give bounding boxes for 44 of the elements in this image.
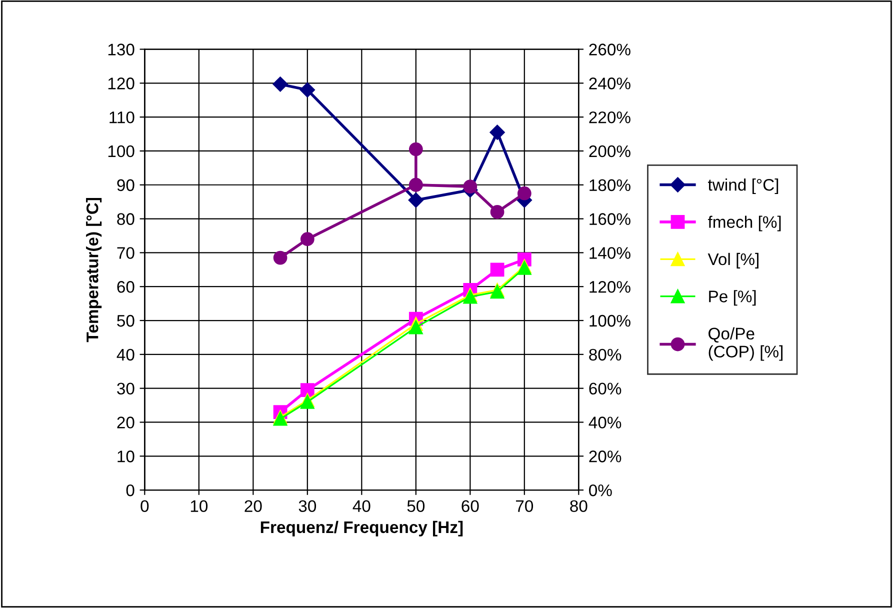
y-tick-label: 60 xyxy=(117,281,134,293)
y-tick-label: 90 xyxy=(117,179,134,192)
y2-tick-label: 40% xyxy=(588,416,622,428)
y-tick-label: 10 xyxy=(118,450,134,462)
legend-label: fmech [%] xyxy=(708,216,781,232)
y-tick-label: 100 xyxy=(108,145,134,158)
y2-tick-label: 80% xyxy=(589,348,622,361)
y2-tick-label: 180% xyxy=(590,179,630,192)
y2-tick-label: 160% xyxy=(590,213,630,225)
x-tick-label: 20 xyxy=(244,500,262,512)
y-tick-label: 20 xyxy=(117,416,134,428)
x-tick-label: 40 xyxy=(352,500,370,512)
legend-label: Vol [%] xyxy=(708,252,758,268)
x-tick-label: 70 xyxy=(516,500,534,512)
y-tick-label: 50 xyxy=(117,314,134,327)
x-tick-label: 80 xyxy=(570,500,588,512)
y2-tick-label: 0% xyxy=(589,484,612,496)
y2-tick-label: 120% xyxy=(590,281,630,293)
legend-label: Qo/Pe (COP) [%] xyxy=(708,327,782,361)
x-tick-label: 50 xyxy=(407,500,425,512)
y2-tick-label: 220% xyxy=(589,111,630,124)
y2-tick-label: 60% xyxy=(589,382,622,395)
legend-label: Pe [%] xyxy=(709,290,756,306)
y2-tick-label: 100% xyxy=(590,314,630,327)
y-tick-label: 80 xyxy=(117,213,134,225)
y2-tick-label: 240% xyxy=(589,78,630,90)
y-tick-label: 70 xyxy=(117,247,134,259)
y-axis-title: Temperatur(e) [°C] xyxy=(86,198,102,342)
y-tick-label: 130 xyxy=(108,44,134,56)
x-tick-label: 60 xyxy=(462,500,479,512)
y2-tick-label: 260% xyxy=(589,44,630,56)
y2-tick-label: 200% xyxy=(589,145,630,158)
y2-tick-label: 140% xyxy=(590,247,630,259)
y-tick-label: 40 xyxy=(116,348,134,361)
y-tick-label: 110 xyxy=(110,111,134,124)
y-tick-label: 30 xyxy=(117,382,134,395)
x-axis-title: Frequenz/ Frequency [Hz] xyxy=(260,520,463,536)
x-tick-label: 10 xyxy=(190,500,208,512)
y-tick-label: 120 xyxy=(108,78,134,90)
legend-label: twind [°C] xyxy=(708,178,778,194)
x-tick-label: 0 xyxy=(140,500,149,512)
y2-tick-label: 20% xyxy=(589,450,622,462)
y-tick-label: 0 xyxy=(126,484,134,496)
x-tick-label: 30 xyxy=(298,500,316,512)
